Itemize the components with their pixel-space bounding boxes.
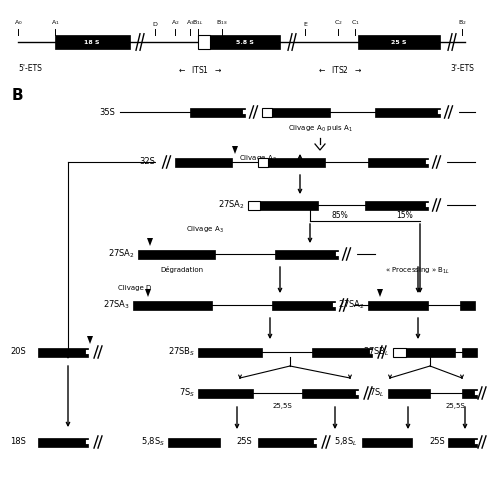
Text: E: E	[303, 22, 306, 27]
Bar	[175, 157, 231, 166]
Text: 27SA$_3$: 27SA$_3$	[102, 299, 130, 311]
Bar	[38, 348, 88, 357]
Bar	[374, 108, 439, 117]
Bar	[138, 250, 215, 259]
Bar	[198, 389, 252, 398]
Polygon shape	[87, 336, 93, 344]
Bar	[262, 108, 271, 117]
Bar	[198, 348, 262, 357]
Text: 32S: 32S	[139, 157, 155, 166]
Bar	[267, 157, 325, 166]
Polygon shape	[145, 289, 151, 297]
Polygon shape	[147, 238, 153, 246]
Text: 5'-ETS: 5'-ETS	[18, 64, 42, 73]
Text: 15%: 15%	[396, 211, 412, 220]
Bar	[447, 437, 476, 446]
Text: C$_1$: C$_1$	[350, 18, 359, 27]
Text: 27SA$_2$: 27SA$_2$	[108, 248, 135, 260]
Bar	[311, 348, 371, 357]
Text: 25 S: 25 S	[390, 40, 406, 44]
Text: 35S: 35S	[99, 108, 115, 117]
Text: 5.8 S: 5.8 S	[236, 40, 253, 44]
Text: 27SA$_2$: 27SA$_2$	[337, 299, 364, 311]
Bar	[209, 35, 280, 49]
Text: Dégradation: Dégradation	[160, 266, 203, 273]
Text: $\leftarrow$  ITS1  $\rightarrow$: $\leftarrow$ ITS1 $\rightarrow$	[177, 64, 222, 75]
Text: B$_{1L}$: B$_{1L}$	[192, 18, 203, 27]
Text: 20S: 20S	[10, 348, 26, 357]
Bar	[357, 35, 439, 49]
Text: D: D	[152, 22, 157, 27]
Text: 27SB$_S$: 27SB$_S$	[167, 346, 195, 358]
Text: A$_0$: A$_0$	[14, 18, 22, 27]
Text: 3'-ETS: 3'-ETS	[449, 64, 473, 73]
Text: Clivage A$_0$ puis A$_1$: Clivage A$_0$ puis A$_1$	[287, 124, 352, 134]
Bar	[367, 301, 427, 309]
Text: Clivage A$_3$: Clivage A$_3$	[186, 225, 224, 235]
Bar	[133, 301, 212, 309]
Bar	[364, 200, 427, 209]
Text: 7S$_L$: 7S$_L$	[368, 387, 384, 399]
Bar	[38, 437, 88, 446]
Polygon shape	[376, 289, 382, 297]
Bar	[190, 108, 244, 117]
Bar	[271, 301, 334, 309]
Text: C$_2$: C$_2$	[333, 18, 342, 27]
Text: Clivage D: Clivage D	[118, 285, 151, 291]
Text: $\leftarrow$  ITS2  $\rightarrow$: $\leftarrow$ ITS2 $\rightarrow$	[317, 64, 362, 75]
Bar	[302, 389, 357, 398]
Bar	[271, 108, 329, 117]
Text: 25S: 25S	[236, 437, 251, 446]
Bar	[459, 301, 474, 309]
Text: 5,8S$_L$: 5,8S$_L$	[334, 436, 357, 448]
Bar	[247, 200, 260, 209]
Text: 27SB$_L$: 27SB$_L$	[363, 346, 389, 358]
Text: 18S: 18S	[10, 437, 26, 446]
Bar	[367, 157, 427, 166]
Bar	[258, 437, 315, 446]
Text: 85%: 85%	[331, 211, 347, 220]
Bar	[461, 348, 476, 357]
Text: 18 S: 18 S	[84, 40, 100, 44]
Text: B: B	[12, 88, 23, 103]
Text: 27SA$_2$: 27SA$_2$	[218, 199, 244, 211]
Bar	[55, 35, 130, 49]
Text: 25,5S: 25,5S	[271, 403, 291, 409]
Bar	[258, 157, 267, 166]
Text: « Processing » B$_{1L}$: « Processing » B$_{1L}$	[385, 266, 450, 276]
Bar	[387, 389, 429, 398]
Bar	[461, 389, 476, 398]
Text: Clivage A$_2$: Clivage A$_2$	[239, 154, 276, 164]
Text: B$_{1S}$: B$_{1S}$	[216, 18, 227, 27]
Polygon shape	[231, 146, 238, 154]
Text: 5,8S$_S$: 5,8S$_S$	[141, 436, 164, 448]
Bar	[260, 200, 317, 209]
Bar	[168, 437, 220, 446]
Bar	[274, 250, 337, 259]
Text: 25,5S: 25,5S	[444, 403, 464, 409]
Text: A$_1$: A$_1$	[51, 18, 59, 27]
Bar	[361, 437, 411, 446]
Text: A$_3$: A$_3$	[185, 18, 194, 27]
Text: A$_2$: A$_2$	[170, 18, 179, 27]
Bar	[405, 348, 454, 357]
Text: 25S: 25S	[428, 437, 444, 446]
Text: 7S$_S$: 7S$_S$	[178, 387, 195, 399]
Bar	[392, 348, 405, 357]
Text: B$_2$: B$_2$	[457, 18, 466, 27]
Bar	[198, 35, 209, 49]
